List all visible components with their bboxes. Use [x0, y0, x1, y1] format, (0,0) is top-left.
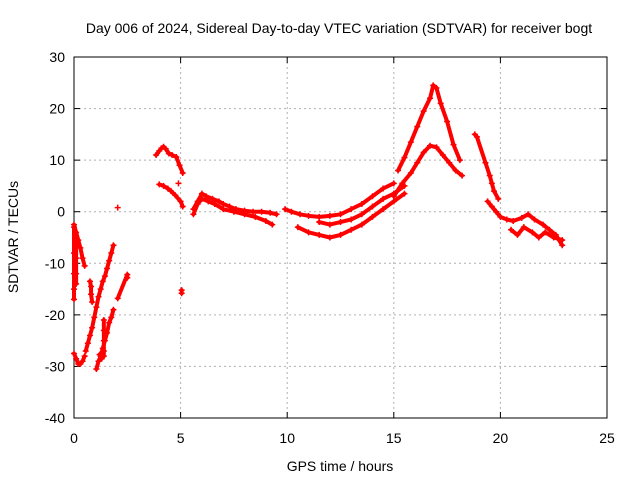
series-isolated-early — [86, 204, 131, 362]
data-trace — [408, 160, 420, 176]
series-rise-2-vertical — [100, 317, 107, 360]
data-trace — [268, 210, 279, 217]
data-trace — [402, 140, 413, 160]
data-trace — [370, 186, 386, 199]
data-trace — [381, 181, 396, 191]
data-point — [114, 204, 121, 211]
y-tick-label: -10 — [45, 255, 65, 271]
data-trace — [474, 134, 488, 165]
data-trace — [438, 101, 450, 124]
x-tick-label: 0 — [70, 430, 78, 446]
series-cluster-4h-upper — [153, 143, 186, 177]
x-tick-label: 5 — [177, 430, 185, 446]
y-tick-label: 30 — [49, 49, 65, 65]
data-trace — [415, 150, 426, 165]
x-tick-label: 15 — [386, 430, 402, 446]
series-tail — [484, 198, 566, 249]
data-trace — [359, 194, 375, 206]
series-mid-band-upper — [282, 180, 397, 220]
data-trace — [80, 256, 87, 268]
y-tick-labels: -40 -30 -20 -10 0 10 20 30 — [45, 49, 65, 426]
series-early-band-vertical — [71, 224, 77, 303]
series-early-band-vertical-2 — [73, 234, 80, 287]
data-trace — [492, 189, 501, 201]
series-early-band-bottom — [71, 350, 88, 367]
data-trace — [445, 119, 456, 147]
data-trace — [359, 214, 375, 227]
data-trace — [483, 160, 492, 178]
data-trace — [381, 199, 396, 212]
axis-ticks — [73, 56, 608, 419]
data-trace — [370, 196, 386, 209]
data-points — [71, 82, 566, 373]
data-trace — [408, 124, 420, 145]
data-trace — [415, 109, 426, 129]
data-trace — [434, 85, 443, 106]
data-trace — [451, 142, 462, 163]
series-tail-lower — [508, 224, 566, 244]
data-trace — [80, 354, 87, 364]
y-tick-label: 0 — [57, 204, 65, 220]
data-trace — [421, 96, 433, 114]
data-trace — [89, 292, 95, 304]
y-tick-label: -30 — [45, 358, 65, 374]
series-peak-upper — [395, 82, 463, 174]
series-post-peak — [471, 131, 502, 202]
data-trace — [453, 168, 465, 178]
data-trace — [396, 155, 407, 173]
series-peak-lower — [390, 142, 466, 200]
data-trace — [400, 171, 413, 186]
y-tick-label: -40 — [45, 410, 65, 426]
data-trace — [109, 243, 116, 255]
y-axis-label: SDTVAR / TECUs — [5, 181, 21, 293]
series-rise-1 — [82, 242, 117, 354]
data-trace — [391, 181, 405, 199]
data-trace — [263, 218, 275, 227]
data-trace — [391, 191, 407, 204]
data-trace — [177, 163, 185, 176]
y-tick-label: 10 — [49, 152, 65, 168]
series-isolated-5h — [175, 180, 185, 297]
data-trace — [370, 207, 386, 219]
y-tick-label: -20 — [45, 307, 65, 323]
series-main-5-10-lower — [190, 195, 276, 228]
data-trace — [428, 83, 436, 101]
series-mid-band-lower — [294, 190, 408, 241]
data-trace — [359, 204, 375, 217]
series-cluster-4h-lower — [156, 181, 186, 210]
data-trace — [551, 235, 565, 243]
y-tick-label: 20 — [49, 101, 65, 117]
x-tick-labels: 0 5 10 15 20 25 — [70, 430, 615, 446]
data-trace — [109, 307, 116, 320]
x-tick-label: 20 — [493, 430, 509, 446]
x-tick-label: 25 — [599, 430, 615, 446]
chart-title: Day 006 of 2024, Sidereal Day-to-day VTE… — [86, 20, 592, 36]
data-trace — [178, 199, 185, 209]
data-trace — [97, 352, 104, 361]
data-point — [175, 180, 182, 187]
x-axis-label: GPS time / hours — [287, 458, 394, 474]
x-tick-label: 10 — [279, 430, 295, 446]
